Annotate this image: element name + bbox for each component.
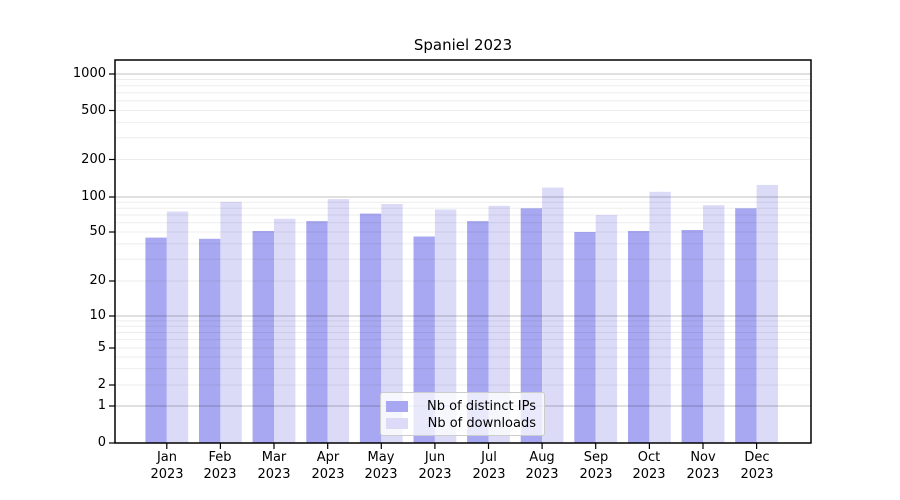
y-tick-label-500: 500 bbox=[81, 103, 106, 118]
y-tick-label-20: 20 bbox=[89, 273, 106, 288]
chart-title: Spaniel 2023 bbox=[413, 36, 513, 54]
y-tick-label-5: 5 bbox=[97, 340, 106, 355]
x-tick-label-feb: Feb 2023 bbox=[203, 450, 237, 482]
x-tick-label-nov: Nov 2023 bbox=[686, 450, 720, 482]
legend-item-downloads: Nb of downloads bbox=[386, 415, 536, 431]
bar-nb-of-downloads-may bbox=[381, 204, 403, 443]
x-tick-label-jun: Jun 2023 bbox=[418, 450, 452, 482]
x-tick-label-may: May 2023 bbox=[364, 450, 398, 482]
y-tick-label-10: 10 bbox=[89, 308, 106, 323]
legend-item-distinct-ips: Nb of distinct IPs bbox=[386, 398, 536, 414]
bar-nb-of-downloads-apr bbox=[327, 199, 350, 443]
legend-label-downloads: Nb of downloads bbox=[427, 415, 536, 431]
bar-nb-of-distinct-ips-jul bbox=[467, 221, 489, 443]
x-tick-label-jul: Jul 2023 bbox=[472, 450, 506, 482]
x-tick-label-dec: Dec 2023 bbox=[740, 450, 774, 482]
bar-nb-of-distinct-ips-mar bbox=[252, 231, 274, 443]
x-tick-label-aug: Aug 2023 bbox=[525, 450, 559, 482]
plot-frame bbox=[114, 59, 812, 444]
bar-nb-of-downloads-nov bbox=[703, 205, 725, 443]
legend-label-distinct-ips: Nb of distinct IPs bbox=[427, 398, 536, 414]
bar-nb-of-downloads-oct bbox=[649, 191, 671, 443]
bar-nb-of-distinct-ips-aug bbox=[520, 208, 543, 443]
bar-nb-of-distinct-ips-feb bbox=[199, 238, 221, 443]
x-tick-label-oct: Oct 2023 bbox=[632, 450, 666, 482]
bar-nb-of-downloads-sep bbox=[595, 215, 618, 443]
y-tick-label-2: 2 bbox=[97, 377, 106, 392]
bar-nb-of-downloads-jan bbox=[166, 211, 189, 443]
bar-nb-of-distinct-ips-may bbox=[359, 213, 382, 443]
bar-nb-of-distinct-ips-jan bbox=[145, 237, 167, 443]
y-tick-label-200: 200 bbox=[81, 152, 106, 167]
y-tick-label-50: 50 bbox=[89, 224, 106, 239]
bar-nb-of-distinct-ips-apr bbox=[306, 221, 328, 443]
bar-nb-of-downloads-jul bbox=[488, 205, 510, 443]
x-tick-label-mar: Mar 2023 bbox=[257, 450, 291, 482]
legend-swatch-downloads bbox=[386, 417, 408, 429]
bar-nb-of-distinct-ips-oct bbox=[628, 231, 650, 443]
bar-nb-of-downloads-dec bbox=[756, 184, 778, 443]
y-tick-label-0: 0 bbox=[97, 435, 106, 450]
legend-swatch-distinct-ips bbox=[386, 400, 408, 412]
x-tick-label-apr: Apr 2023 bbox=[311, 450, 345, 482]
bar-nb-of-distinct-ips-jun bbox=[413, 236, 435, 443]
bar-nb-of-downloads-jun bbox=[434, 209, 457, 443]
legend: Nb of distinct IPs Nb of downloads bbox=[380, 392, 545, 436]
y-tick-label-100: 100 bbox=[81, 189, 106, 204]
bar-nb-of-downloads-mar bbox=[274, 218, 296, 443]
bar-nb-of-downloads-aug bbox=[542, 187, 564, 443]
x-tick-label-sep: Sep 2023 bbox=[579, 450, 613, 482]
bar-nb-of-distinct-ips-nov bbox=[681, 230, 703, 443]
bar-nb-of-downloads-feb bbox=[220, 201, 242, 443]
y-tick-label-1: 1 bbox=[97, 398, 106, 413]
bar-nb-of-distinct-ips-sep bbox=[574, 232, 596, 443]
y-tick-label-1000: 1000 bbox=[72, 66, 106, 81]
bar-nb-of-distinct-ips-dec bbox=[735, 208, 757, 443]
x-tick-label-jan: Jan 2023 bbox=[150, 450, 184, 482]
